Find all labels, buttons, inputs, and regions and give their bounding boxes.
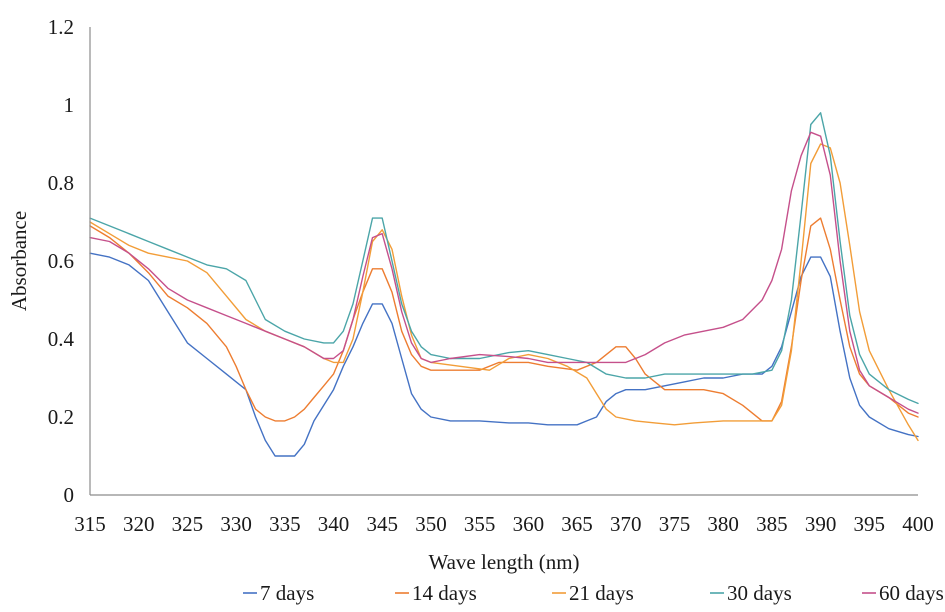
series-line-21-days — [89, 143, 919, 442]
x-tick-label: 350 — [415, 512, 447, 536]
x-tick-label: 320 — [123, 512, 155, 536]
y-tick-label: 0 — [64, 483, 75, 507]
legend-item: 60 days — [862, 581, 944, 605]
legend-item: 7 days — [243, 581, 314, 605]
y-tick-label: 0.4 — [48, 327, 75, 351]
x-tick-label: 355 — [464, 512, 496, 536]
x-tick-label: 340 — [318, 512, 350, 536]
y-tick-label: 1 — [64, 93, 75, 117]
legend-label: 21 days — [569, 581, 634, 605]
x-tick-label: 345 — [366, 512, 398, 536]
legend-item: 14 days — [395, 581, 477, 605]
x-tick-label: 375 — [659, 512, 691, 536]
y-tick-label: 0.2 — [48, 405, 74, 429]
x-tick-label: 390 — [805, 512, 837, 536]
series-line-60-days — [89, 131, 919, 414]
legend: 7 days 14 days 21 days 30 days 60 days — [243, 581, 944, 605]
x-tick-label: 365 — [561, 512, 593, 536]
series-line-14-days — [89, 217, 919, 422]
legend-label: 30 days — [727, 581, 792, 605]
x-tick-label: 400 — [902, 512, 934, 536]
x-tick-label: 395 — [854, 512, 886, 536]
x-tick-label: 315 — [74, 512, 106, 536]
x-tick-label: 325 — [172, 512, 204, 536]
legend-item: 21 days — [552, 581, 634, 605]
x-tick-label: 370 — [610, 512, 642, 536]
x-tick-labels: 315 320 325 330 335 340 345 350 355 360 365 370 375 3… — [74, 512, 934, 536]
series-line-7-days — [89, 252, 919, 457]
series-line-30-days — [89, 112, 919, 405]
x-tick-label: 380 — [707, 512, 739, 536]
y-tick-label: 0.6 — [48, 249, 74, 273]
y-axis-label: Absorbance — [7, 211, 31, 311]
y-tick-labels: 0 0.2 0.4 0.6 0.8 1 1.2 — [48, 15, 75, 507]
x-axis-label: Wave length (nm) — [428, 550, 579, 574]
legend-label: 60 days — [879, 581, 944, 605]
x-tick-label: 335 — [269, 512, 301, 536]
x-tick-label: 385 — [756, 512, 788, 536]
x-tick-label: 330 — [220, 512, 252, 536]
y-tick-label: 1.2 — [48, 15, 74, 39]
plot-lines — [89, 112, 919, 457]
x-tick-label: 360 — [513, 512, 545, 536]
legend-label: 7 days — [260, 581, 314, 605]
legend-label: 14 days — [412, 581, 477, 605]
legend-item: 30 days — [710, 581, 792, 605]
y-tick-label: 0.8 — [48, 171, 74, 195]
